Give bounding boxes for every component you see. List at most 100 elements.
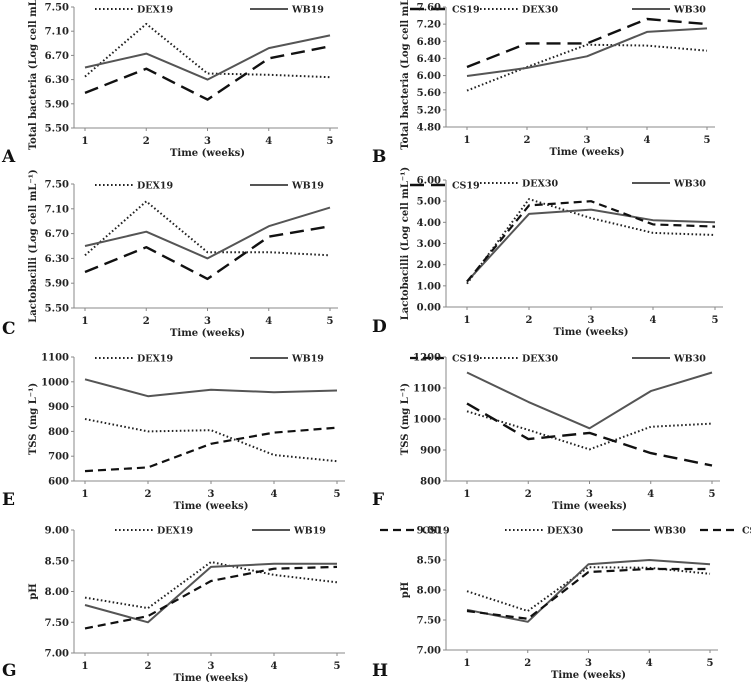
- x-tick-label: 5: [334, 661, 341, 672]
- x-tick-label: 5: [709, 489, 716, 500]
- series-line-dex30: [466, 566, 711, 612]
- x-tick-label: 1: [82, 316, 89, 327]
- x-axis-label: Time (weeks): [551, 670, 626, 681]
- y-tick-label: 5.00: [417, 197, 441, 208]
- y-tick-label: 1200: [413, 353, 441, 364]
- x-tick-label: 5: [704, 135, 711, 146]
- y-tick-label: 1.00: [417, 281, 441, 292]
- x-tick-label: 5: [334, 489, 341, 500]
- series-line-wb19: [84, 34, 331, 81]
- x-tick-label: 3: [208, 661, 215, 672]
- y-tick-label: 6.00: [417, 176, 441, 187]
- x-tick-label: 4: [647, 489, 654, 500]
- y-tick-label: 7.20: [417, 20, 441, 31]
- legend-label-wb19: WB19: [291, 5, 324, 16]
- x-tick-label: 1: [464, 658, 471, 669]
- x-tick-label: 3: [584, 135, 591, 146]
- x-tick-label: 1: [82, 489, 89, 500]
- legend-label-dex30: DEX30: [522, 179, 558, 190]
- x-tick-label: 4: [271, 489, 278, 500]
- x-tick-label: 3: [585, 658, 592, 669]
- legend-label-dex30: DEX30: [522, 5, 558, 16]
- panel-label: F: [372, 490, 384, 510]
- x-tick-label: 5: [712, 315, 719, 326]
- panel-h: 7.00 7.50 8.00 8.50 9.00 1 2 3 4 5 Time (weeks) pH D…: [372, 526, 751, 682]
- y-axis-label: Lactobacilli (Log cell mL⁻¹): [28, 169, 39, 323]
- panel-c: 5.50 5.90 6.30 6.70 7.10 7.50 1 2 3 4 5 Time (weeks…: [2, 169, 480, 339]
- x-tick-label: 2: [525, 489, 532, 500]
- y-tick-label: 7.50: [45, 180, 69, 191]
- y-axis-label: TSS (mg L⁻¹): [28, 383, 39, 455]
- y-tick-label: 1000: [413, 415, 441, 426]
- y-tick-label: 7.10: [45, 27, 69, 38]
- y-tick-label: 4.80: [417, 123, 441, 134]
- y-tick-label: 0.00: [417, 303, 441, 314]
- y-tick-label: 6.40: [417, 54, 441, 65]
- panel-f: 800 900 1000 1100 1200 1 2 3 4 5 Time (weeks) TSS (…: [372, 353, 720, 512]
- y-axis-label: Lactobacilli (Log cell mL⁻¹): [400, 167, 411, 321]
- panel-d: 0.00 1.00 2.00 3.00 4.00 5.00 6.00 1 2 3 4 5 Time (w…: [372, 167, 723, 338]
- y-tick-label: 800: [48, 427, 69, 438]
- x-tick-label: 1: [464, 135, 471, 146]
- y-tick-label: 1100: [41, 353, 69, 364]
- x-tick-label: 2: [145, 661, 152, 672]
- y-tick-label: 6.70: [45, 51, 69, 62]
- y-axis-label: Total bacteria (Log cell mL⁻¹): [400, 0, 411, 150]
- panel-e: 600 700 800 900 1000 1100 1 2 3 4 5 Time (weeks) TSS…: [2, 353, 480, 513]
- legend-label-wb19: WB19: [291, 354, 324, 365]
- x-tick-label: 5: [327, 136, 334, 147]
- y-tick-label: 600: [48, 477, 69, 488]
- panel-a: 5.50 5.90 6.30 6.70 7.10 7.50 1 2 3 4 5 Time (weeks…: [1, 0, 480, 167]
- x-tick-label: 5: [327, 316, 334, 327]
- legend-label-dex19: DEX19: [137, 354, 173, 365]
- series-line-wb19: [84, 378, 338, 398]
- y-tick-label: 5.20: [417, 105, 441, 116]
- y-tick-label: 5.60: [417, 88, 441, 99]
- panel-label: D: [372, 317, 387, 337]
- x-axis-label: Time (weeks): [173, 501, 248, 512]
- series-line-wb19: [84, 206, 331, 260]
- legend-label-dex30: DEX30: [522, 354, 558, 365]
- series-line-cs19: [84, 565, 338, 630]
- series-line-dex30: [466, 410, 713, 451]
- legend-label-cs19: CS19: [452, 354, 480, 365]
- legend-label-wb30: WB30: [673, 354, 706, 365]
- x-tick-label: 2: [145, 489, 152, 500]
- y-tick-label: 900: [48, 402, 69, 413]
- y-tick-label: 5.90: [45, 279, 69, 290]
- x-tick-label: 3: [208, 489, 215, 500]
- y-tick-label: 700: [48, 452, 69, 463]
- x-tick-label: 3: [204, 136, 211, 147]
- x-tick-label: 3: [204, 316, 211, 327]
- panel-label: C: [2, 319, 16, 339]
- series-line-dex19: [84, 418, 338, 463]
- series-line-cs19: [84, 45, 331, 101]
- y-tick-label: 8.00: [45, 587, 69, 598]
- y-tick-label: 7.00: [45, 649, 69, 660]
- y-tick-label: 7.10: [45, 204, 69, 215]
- y-axis-label: pH: [400, 582, 411, 598]
- x-tick-label: 3: [588, 315, 595, 326]
- legend-label-wb19: WB19: [291, 181, 324, 192]
- series-line-cs19: [84, 426, 338, 473]
- y-tick-label: 5.90: [45, 99, 69, 110]
- legend-label-cs30: CS30: [742, 526, 751, 537]
- x-tick-label: 4: [644, 135, 651, 146]
- y-tick-label: 1100: [413, 384, 441, 395]
- x-tick-label: 1: [82, 136, 89, 147]
- x-axis-label: Time (weeks): [173, 673, 248, 682]
- y-tick-label: 800: [420, 477, 441, 488]
- y-axis-label: Total bacteria (Log cell mL⁻¹): [28, 0, 39, 150]
- x-tick-label: 4: [265, 316, 272, 327]
- y-tick-label: 7.60: [417, 3, 441, 14]
- x-axis-label: Time (weeks): [553, 327, 628, 338]
- series-line-wb30: [466, 208, 716, 283]
- series-line-cs30: [466, 17, 708, 69]
- series-line-wb30: [466, 559, 711, 623]
- series-line-cs19: [84, 225, 331, 281]
- x-axis-label: Time (weeks): [170, 328, 245, 339]
- y-tick-label: 900: [420, 446, 441, 457]
- x-tick-label: 2: [524, 658, 531, 669]
- x-tick-label: 2: [526, 315, 533, 326]
- legend-label-wb30: WB30: [673, 5, 706, 16]
